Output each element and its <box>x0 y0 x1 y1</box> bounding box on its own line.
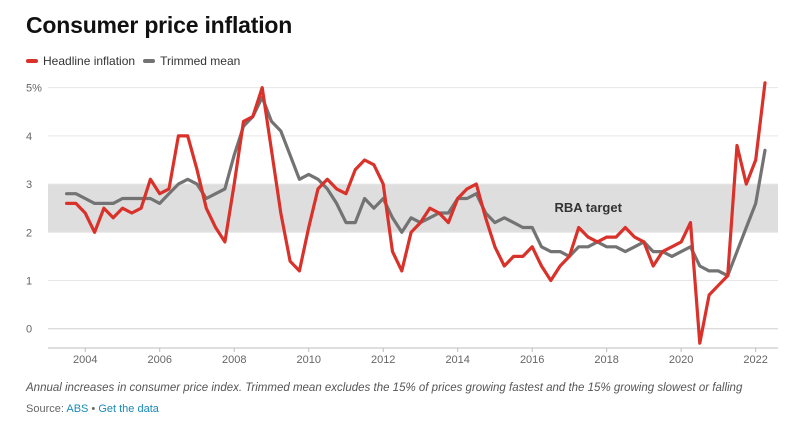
x-tick-label: 2008 <box>222 354 246 366</box>
y-tick-label: 3 <box>26 179 32 191</box>
legend: Headline inflation Trimmed mean <box>26 54 248 68</box>
target-band-label: RBA target <box>555 200 623 215</box>
legend-swatch-headline <box>26 59 38 63</box>
x-tick-label: 2014 <box>445 354 469 366</box>
y-tick-label: 4 <box>26 131 32 143</box>
legend-item-headline: Headline inflation <box>26 54 135 68</box>
legend-label-headline: Headline inflation <box>43 54 136 68</box>
y-tick-label: 5% <box>26 83 42 95</box>
legend-swatch-trimmed-mean <box>143 59 156 63</box>
x-tick-label: 2012 <box>371 354 395 366</box>
x-tick-label: 2020 <box>669 354 693 366</box>
chart-caption: Annual increases in consumer price index… <box>26 382 743 394</box>
x-tick-label: 2006 <box>147 354 171 366</box>
legend-item-trimmed-mean: Trimmed mean <box>143 54 240 68</box>
source-line: Source: ABS • Get the data <box>26 403 159 415</box>
y-tick-label: 0 <box>26 324 32 336</box>
source-prefix: Source: <box>26 403 67 415</box>
series-line-headline-inflation <box>64 81 767 345</box>
y-tick-label: 2 <box>26 227 32 239</box>
x-tick-label: 2016 <box>520 354 544 366</box>
y-tick-label: 1 <box>26 276 32 288</box>
x-tick-label: 2010 <box>296 354 320 366</box>
series-line-trimmed-mean <box>64 95 767 278</box>
x-tick-label: 2018 <box>594 354 618 366</box>
source-separator: • <box>88 403 99 415</box>
x-tick-label: 2004 <box>73 354 97 366</box>
source-abs-link[interactable]: ABS <box>66 403 89 415</box>
get-the-data-link[interactable]: Get the data <box>98 403 159 415</box>
line-chart: 0 1 2 3 4 5% 2004 2006 2008 2010 2012 2014 2016 2018 2… <box>26 81 778 366</box>
legend-label-trimmed-mean: Trimmed mean <box>160 54 241 68</box>
x-tick-label: 2022 <box>743 354 767 366</box>
chart-title: Consumer price inflation <box>26 12 293 38</box>
